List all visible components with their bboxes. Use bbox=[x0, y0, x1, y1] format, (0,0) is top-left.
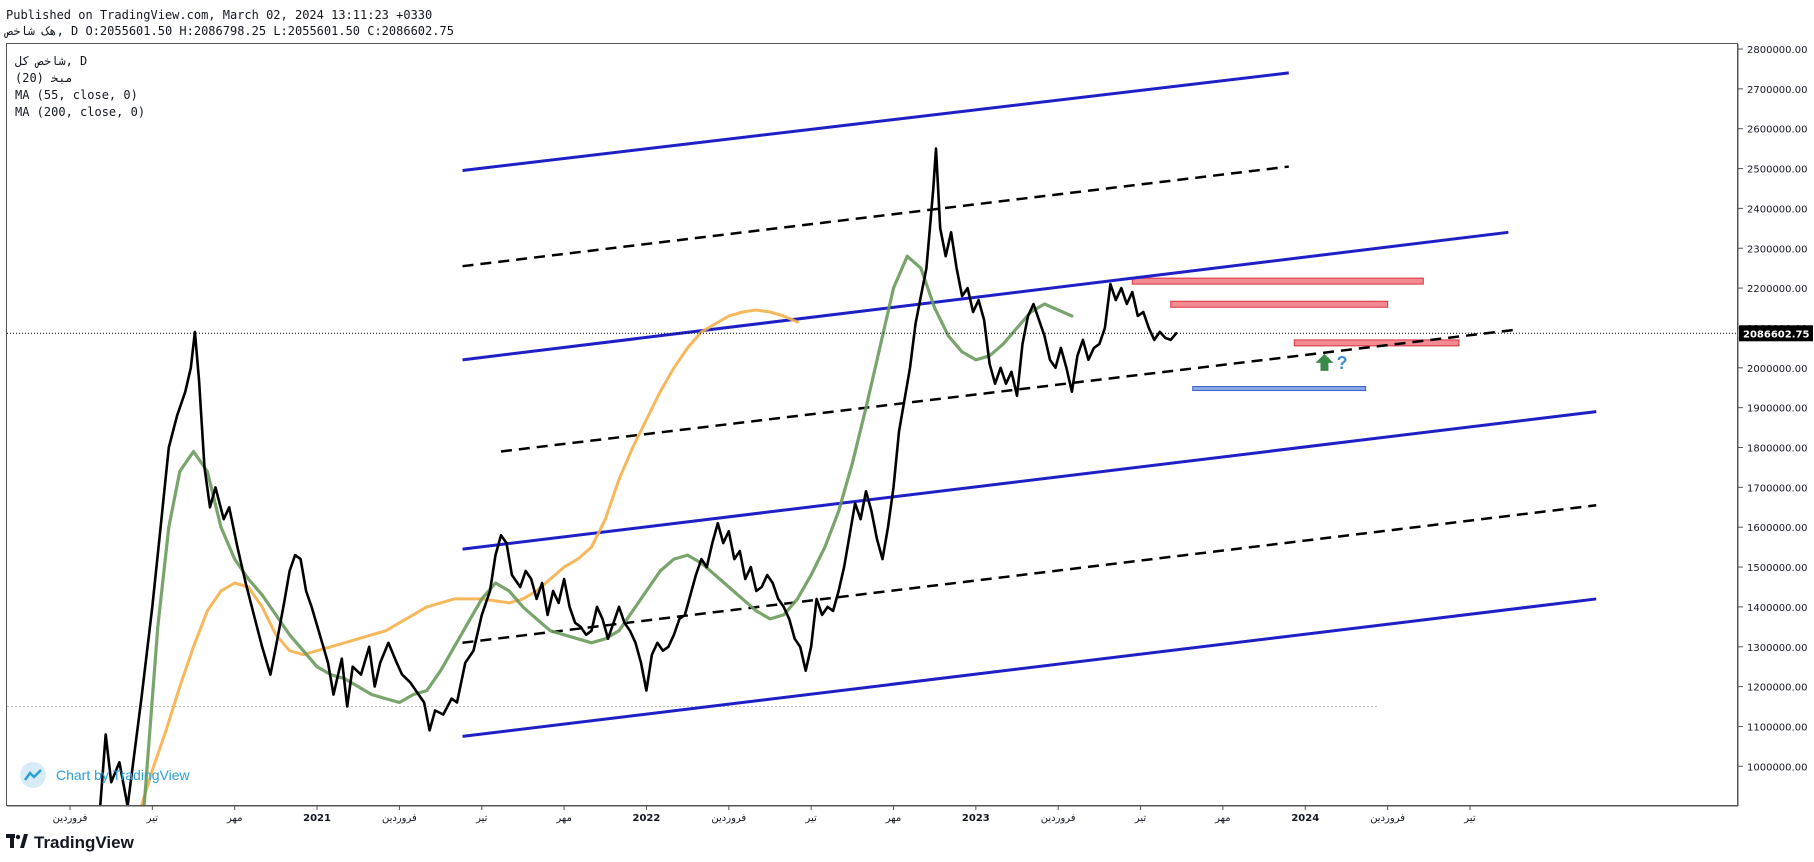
x-tick-label: ﻓﺮوردﻳﻦ bbox=[53, 813, 88, 824]
x-tick-year: 2024 bbox=[1291, 813, 1319, 824]
x-tick-label: ﺗﻴﺮ bbox=[1134, 813, 1147, 824]
x-tick-label: ﻓﺮوردﻳﻦ bbox=[382, 813, 417, 824]
legend-ma200[interactable]: MA (200, close, 0) bbox=[15, 105, 146, 119]
x-tick-label: ﻓﺮوردﻳﻦ bbox=[711, 813, 746, 824]
x-tick-year: 2023 bbox=[962, 813, 990, 824]
channel-line-1 bbox=[462, 410, 1597, 551]
tradingview-logo-icon bbox=[6, 833, 28, 853]
zone-rect-1 bbox=[1170, 300, 1389, 308]
footer-logo-text: TradingView bbox=[34, 833, 134, 852]
current-price-badge bbox=[1739, 325, 1813, 342]
x-tick-label: ﻓﺮوردﻳﻦ bbox=[1370, 813, 1405, 824]
dashed-midline-1 bbox=[500, 328, 1515, 453]
y-tick-label: 2300000.00 bbox=[1747, 244, 1807, 255]
x-tick-label: ﻣﻬﺮ bbox=[226, 813, 242, 824]
y-tick-label: 1500000.00 bbox=[1747, 563, 1807, 574]
y-tick-label: 2500000.00 bbox=[1747, 165, 1807, 176]
ma200-line bbox=[140, 308, 799, 805]
y-tick-label: 1800000.00 bbox=[1747, 444, 1807, 455]
x-tick-label: ﻓﺮوردﻳﻦ bbox=[1041, 813, 1076, 824]
y-tick-label: 1700000.00 bbox=[1747, 483, 1807, 494]
y-tick-label: 1400000.00 bbox=[1747, 603, 1807, 614]
legend-ma55[interactable]: MA (55, close, 0) bbox=[15, 88, 138, 102]
x-tick-label: ﻣﻬﺮ bbox=[1214, 813, 1230, 824]
channel-line-0 bbox=[462, 597, 1597, 738]
legend-symbol[interactable]: ﺷﺎﺧﺺ ﮐﻞ, D bbox=[15, 54, 88, 68]
y-tick-label: 1100000.00 bbox=[1747, 722, 1807, 733]
y-tick-label: 1000000.00 bbox=[1747, 762, 1807, 773]
x-tick-label: ﺗﻴﺮ bbox=[804, 813, 817, 824]
ohlc-readout: ﻫﮏ ﺷﺎﺧﺺ, D O:2055601.50 H:2086798.25 L:2… bbox=[6, 24, 454, 38]
ma55-line bbox=[142, 254, 1074, 805]
question-mark: ? bbox=[1336, 353, 1347, 373]
legend-indicator-1[interactable]: (20) ﻣﺒﺨ bbox=[15, 71, 73, 85]
y-tick-label: 1300000.00 bbox=[1747, 643, 1807, 654]
y-tick-label: 2400000.00 bbox=[1747, 204, 1807, 215]
tradingview-chart-icon bbox=[20, 762, 46, 788]
y-tick-label: 2600000.00 bbox=[1747, 125, 1807, 136]
y-tick-label: 1600000.00 bbox=[1747, 523, 1807, 534]
published-info: Published on TradingView.com, March 02, … bbox=[6, 8, 433, 22]
up-arrow-icon bbox=[1315, 353, 1334, 371]
channel-line-3 bbox=[462, 71, 1289, 173]
price-line bbox=[98, 147, 1178, 805]
plot-area: ? bbox=[7, 71, 1737, 805]
watermark-text: Chart by TradingView bbox=[56, 767, 190, 783]
x-tick-label: ﺗﻴﺮ bbox=[146, 813, 159, 824]
x-tick-year: 2021 bbox=[303, 813, 331, 824]
y-tick-label: 1200000.00 bbox=[1747, 683, 1807, 694]
tradingview-brand[interactable]: TradingView bbox=[6, 833, 134, 853]
y-tick-label: 2800000.00 bbox=[1747, 45, 1807, 56]
x-tick-label: ﺗﻴﺮ bbox=[1463, 813, 1476, 824]
zone-rect-2 bbox=[1293, 339, 1460, 347]
current-price-label: 2086602.75 bbox=[1743, 329, 1809, 340]
dashed-midline-2 bbox=[462, 165, 1289, 268]
channel-line-2 bbox=[462, 230, 1509, 362]
zone-rect-0 bbox=[1131, 277, 1424, 285]
zone-rect-3 bbox=[1192, 386, 1367, 392]
x-tick-label: ﻣﻬﺮ bbox=[885, 813, 901, 824]
dashed-midline-0 bbox=[462, 504, 1597, 645]
y-tick-label: 2700000.00 bbox=[1747, 85, 1807, 96]
x-tick-label: ﻣﻬﺮ bbox=[555, 813, 571, 824]
x-tick-year: 2022 bbox=[633, 813, 661, 824]
chart-watermark[interactable]: Chart by TradingView bbox=[20, 762, 190, 788]
x-tick-label: ﺗﻴﺮ bbox=[475, 813, 488, 824]
chart-legend: ﺷﺎﺧﺺ ﮐﻞ, D (20) ﻣﺒﺨ MA (55, close, 0) MA… bbox=[15, 53, 145, 121]
y-tick-label: 1900000.00 bbox=[1747, 404, 1807, 415]
y-tick-label: 2000000.00 bbox=[1747, 364, 1807, 375]
y-tick-label: 2200000.00 bbox=[1747, 284, 1807, 295]
